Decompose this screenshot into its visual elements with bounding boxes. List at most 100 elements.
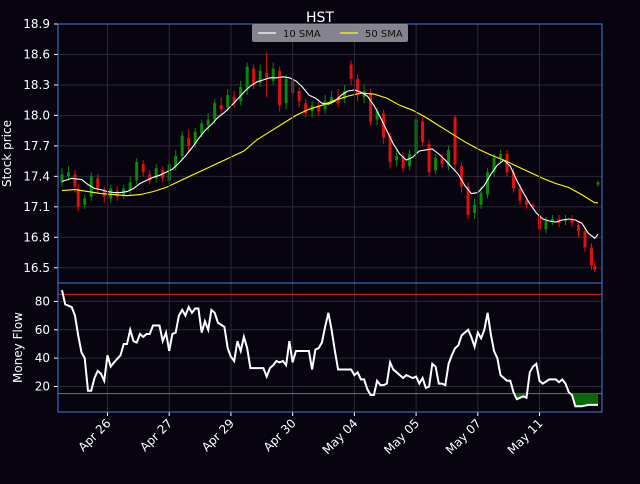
candle-body bbox=[466, 186, 470, 215]
candle-body bbox=[284, 78, 288, 104]
x-tick-label: Apr 29 bbox=[199, 416, 237, 454]
candle-body bbox=[115, 190, 119, 197]
candle-body bbox=[440, 158, 444, 165]
x-tick-label: Apr 30 bbox=[261, 416, 299, 454]
candle-body bbox=[128, 182, 132, 191]
candle-body bbox=[200, 123, 204, 134]
candle-body bbox=[343, 91, 347, 100]
price-y-tick-label: 16.8 bbox=[23, 230, 50, 244]
candle-body bbox=[336, 97, 340, 104]
candle-body bbox=[141, 164, 145, 173]
candle-body bbox=[73, 174, 77, 187]
price-y-tick-label: 18.0 bbox=[23, 108, 50, 122]
candle-body bbox=[83, 198, 87, 205]
candle-body bbox=[60, 174, 64, 183]
flow-y-tick-label: 80 bbox=[35, 294, 50, 308]
candle-body bbox=[232, 97, 236, 104]
candle-body bbox=[226, 95, 230, 108]
x-tick-label: Apr 26 bbox=[76, 416, 114, 454]
candle-body bbox=[570, 219, 574, 224]
x-tick-label: May 04 bbox=[320, 416, 361, 457]
candle-body bbox=[525, 200, 529, 205]
candle-body bbox=[401, 156, 405, 169]
candle-body bbox=[593, 265, 597, 270]
candle-body bbox=[382, 113, 386, 138]
candle-body bbox=[369, 93, 373, 122]
candle-body bbox=[135, 162, 139, 181]
candle-body bbox=[434, 158, 438, 171]
price-y-axis-label: Stock price bbox=[0, 120, 14, 187]
candle-body bbox=[349, 64, 353, 79]
candle-body bbox=[187, 137, 191, 146]
candle-body bbox=[174, 156, 178, 167]
candle-body bbox=[427, 143, 431, 173]
candle-body bbox=[531, 204, 535, 207]
candle-body bbox=[271, 68, 275, 81]
flow-panel-frame bbox=[57, 282, 603, 413]
money-flow-line bbox=[61, 289, 598, 408]
candle-body bbox=[479, 192, 483, 205]
candle-body bbox=[499, 154, 503, 159]
candle-body bbox=[219, 105, 223, 110]
candle-body bbox=[583, 231, 587, 248]
price-y-tick-label: 16.5 bbox=[23, 261, 50, 275]
candle-body bbox=[206, 119, 210, 126]
flow-y-tick-label: 40 bbox=[35, 351, 50, 365]
candle-body bbox=[193, 131, 197, 144]
price-y-tick-label: 18.6 bbox=[23, 47, 50, 61]
candle-body bbox=[596, 182, 600, 185]
price-y-tick-label: 17.1 bbox=[23, 200, 50, 214]
flow-oversold-fill bbox=[572, 393, 598, 407]
candle-body bbox=[544, 221, 548, 230]
price-panel-frame bbox=[57, 23, 603, 284]
x-tick-label: Apr 27 bbox=[137, 416, 175, 454]
candle-body bbox=[304, 103, 308, 114]
chart-title: HST bbox=[306, 10, 334, 26]
legend-box bbox=[252, 24, 408, 42]
price-y-tick-label: 18.9 bbox=[23, 17, 50, 31]
candle-body bbox=[518, 188, 522, 201]
legend-label: 50 SMA bbox=[365, 29, 403, 40]
price-y-tick-label: 17.7 bbox=[23, 139, 50, 153]
candle-body bbox=[473, 204, 477, 213]
candle-body bbox=[317, 105, 321, 112]
price-y-tick-label: 18.3 bbox=[23, 78, 50, 92]
candle-body bbox=[486, 172, 490, 195]
candle-body bbox=[388, 135, 392, 163]
candle-body bbox=[408, 154, 412, 167]
legend-label: 10 SMA bbox=[283, 29, 321, 40]
flow-y-tick-label: 60 bbox=[35, 323, 50, 337]
candle-body bbox=[323, 101, 327, 110]
candle-body bbox=[278, 70, 282, 106]
flow-y-axis-label: Money Flow bbox=[11, 312, 25, 383]
candle-body bbox=[154, 168, 158, 179]
candle-body bbox=[330, 97, 334, 102]
candle-body bbox=[590, 247, 594, 266]
candle-body bbox=[265, 72, 269, 79]
candle-body bbox=[453, 117, 457, 165]
candle-body bbox=[577, 225, 581, 232]
candle-body bbox=[148, 174, 152, 181]
price-y-tick-label: 17.4 bbox=[23, 169, 50, 183]
candle-body bbox=[66, 172, 70, 177]
candle-body bbox=[492, 158, 496, 173]
candle-body bbox=[239, 86, 243, 102]
candle-body bbox=[447, 149, 451, 167]
candle-body bbox=[551, 219, 555, 222]
x-tick-label: May 07 bbox=[443, 416, 484, 457]
sma-line bbox=[61, 92, 598, 204]
candle-body bbox=[252, 68, 256, 85]
x-tick-label: May 05 bbox=[381, 416, 422, 457]
candle-body bbox=[109, 188, 113, 199]
candle-body bbox=[76, 188, 80, 207]
sma-line bbox=[61, 76, 599, 240]
candle-body bbox=[245, 66, 249, 90]
flow-y-tick-label: 20 bbox=[35, 379, 50, 393]
candle-body bbox=[96, 178, 100, 189]
candle-body bbox=[421, 121, 425, 142]
candle-body bbox=[460, 166, 464, 187]
candle-body bbox=[395, 156, 399, 161]
candle-body bbox=[180, 135, 184, 157]
